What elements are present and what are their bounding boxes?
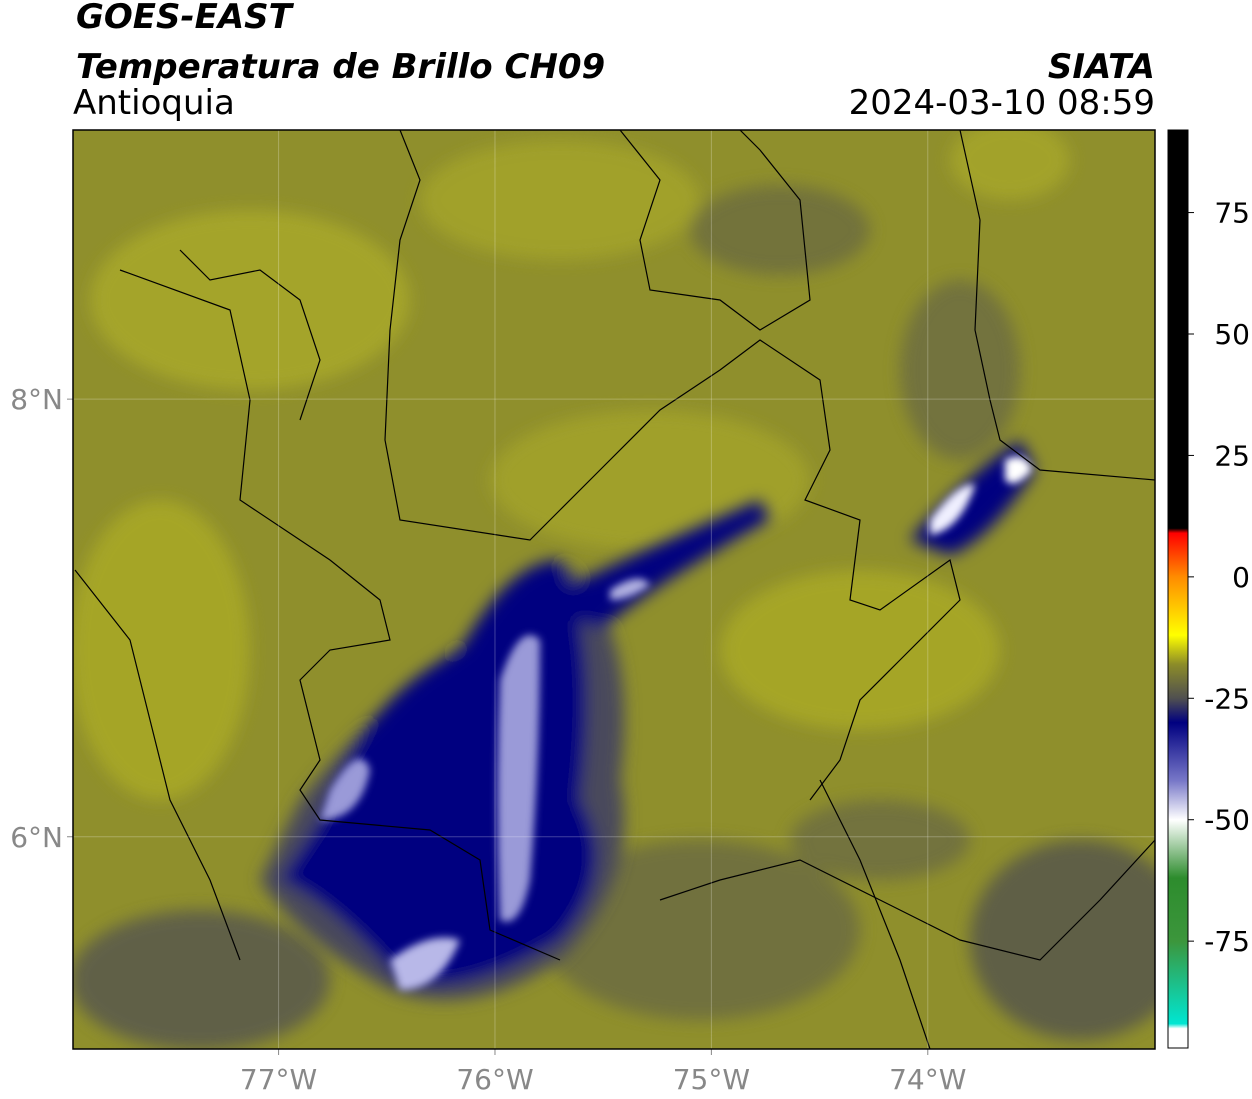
source: SIATA: [1048, 47, 1155, 87]
map-frame: [72, 129, 1156, 1050]
colorbar-tick-label: 0: [1232, 561, 1250, 594]
lon-tick-label: 75°W: [673, 1063, 750, 1096]
colorbar-tick-label: 75: [1214, 197, 1250, 230]
colorbar-tick-label: 50: [1214, 318, 1250, 351]
colorbar-tick-label: -25: [1204, 682, 1250, 715]
colorbar-tick-label: -75: [1204, 925, 1250, 958]
colorbar: [1167, 129, 1189, 1049]
colorbar-tick-label: -50: [1204, 804, 1250, 837]
region: Antioquia: [73, 83, 235, 123]
lat-tick-label: 8°N: [10, 383, 63, 416]
map-image: [73, 130, 1155, 1049]
lat-tick-label: 6°N: [10, 821, 63, 854]
lon-tick-label: 74°W: [889, 1063, 966, 1096]
timestamp: 2024-03-10 08:59: [849, 83, 1155, 123]
title: GOES-EAST: [76, 0, 295, 37]
lon-tick-label: 76°W: [456, 1063, 533, 1096]
lon-tick-label: 77°W: [240, 1063, 317, 1096]
colorbar-tick-label: 25: [1214, 439, 1250, 472]
subtitle: Temperatura de Brillo CH09: [76, 47, 605, 87]
